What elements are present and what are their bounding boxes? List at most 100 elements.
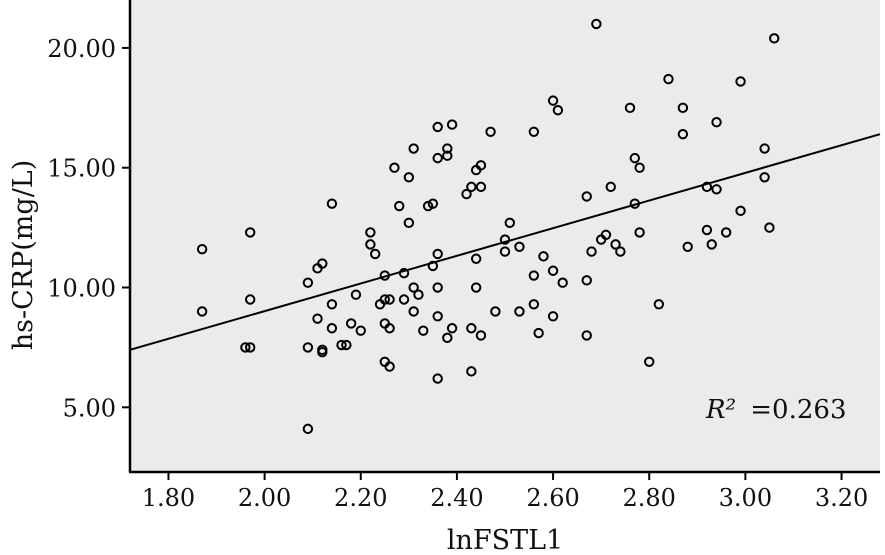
x-tick-label: 3.20	[815, 484, 868, 512]
r-squared-symbol: R²	[705, 395, 736, 425]
data-point	[470, 253, 482, 264]
data-point	[499, 246, 511, 257]
data-point	[547, 311, 559, 322]
data-point	[735, 76, 746, 87]
data-point	[355, 325, 366, 336]
x-axis-title: lnFSTL1	[447, 525, 563, 555]
data-point	[326, 299, 338, 310]
data-point	[600, 229, 612, 241]
data-point	[446, 119, 458, 130]
data-point	[610, 239, 621, 250]
x-tick-label: 1.80	[142, 484, 195, 512]
data-point	[706, 239, 717, 250]
data-point	[711, 116, 722, 128]
data-point	[634, 162, 645, 173]
data-point	[514, 241, 525, 252]
data-point	[432, 248, 443, 260]
data-point	[470, 282, 482, 293]
data-point	[384, 294, 395, 305]
data-point	[475, 330, 487, 341]
data-point	[442, 150, 453, 161]
data-point	[677, 102, 689, 114]
data-point	[701, 181, 713, 193]
data-point	[605, 181, 616, 193]
data-point	[735, 205, 746, 217]
data-point	[379, 294, 391, 305]
data-point	[446, 323, 458, 334]
data-point	[499, 234, 511, 245]
data-point	[398, 294, 410, 305]
data-point	[504, 217, 516, 229]
r-squared-value: =0.263	[750, 395, 846, 425]
y-tick-label: 10.00	[47, 275, 116, 303]
x-tick-label: 2.40	[430, 484, 483, 512]
data-point	[341, 339, 352, 351]
data-point	[302, 277, 314, 288]
data-point	[408, 282, 419, 293]
data-point	[350, 289, 362, 300]
data-point	[547, 95, 559, 106]
data-point	[394, 200, 405, 212]
data-point	[403, 172, 415, 183]
data-point	[514, 306, 525, 317]
data-point	[581, 275, 592, 286]
data-point	[682, 241, 693, 252]
data-point	[629, 152, 641, 164]
data-point	[634, 227, 645, 238]
data-point	[244, 342, 256, 353]
y-axis-title: hs-CRP(mg/L)	[8, 160, 39, 351]
data-point	[365, 239, 376, 250]
data-point	[644, 356, 655, 367]
data-point	[432, 152, 443, 164]
data-point	[244, 294, 256, 305]
data-point	[557, 277, 568, 288]
y-tick-label: 15.00	[47, 155, 116, 183]
data-point	[533, 327, 544, 339]
y-tick-label: 20.00	[47, 35, 116, 63]
x-axis-ticks: 1.80 2.00 2.20 2.40 2.60 2.80 3.00 3.20	[142, 472, 868, 512]
data-point	[326, 198, 338, 209]
x-tick-label: 2.60	[526, 484, 579, 512]
data-point	[389, 162, 400, 173]
data-point	[196, 306, 208, 317]
data-point	[663, 73, 674, 85]
data-point	[677, 128, 689, 140]
regression-line	[129, 133, 881, 351]
data-point	[475, 160, 487, 171]
data-point	[759, 143, 770, 154]
data-point	[302, 423, 314, 435]
data-point	[365, 227, 376, 238]
data-point	[528, 126, 540, 137]
data-point	[432, 282, 443, 293]
data-point	[408, 306, 419, 317]
data-point	[764, 222, 775, 233]
data-point	[538, 251, 549, 262]
data-point	[302, 342, 314, 353]
data-point	[326, 323, 338, 334]
x-tick-label: 2.20	[334, 484, 387, 512]
data-point	[490, 306, 501, 317]
data-point	[413, 289, 424, 300]
data-point	[581, 191, 592, 202]
data-point	[591, 18, 602, 30]
data-point	[196, 243, 208, 255]
data-point	[485, 126, 496, 137]
data-point	[475, 181, 487, 193]
data-point	[466, 366, 477, 377]
data-point	[384, 323, 395, 334]
data-point	[432, 311, 443, 322]
data-point	[552, 105, 564, 116]
data-point	[244, 227, 256, 238]
data-point	[615, 246, 626, 257]
data-points	[196, 18, 780, 435]
data-point	[408, 143, 419, 154]
data-point	[528, 299, 540, 310]
data-point	[711, 184, 722, 195]
data-point	[336, 339, 347, 351]
data-point	[418, 325, 429, 336]
data-point	[240, 342, 251, 353]
data-point	[384, 361, 395, 372]
data-point	[769, 33, 780, 44]
data-point	[442, 332, 453, 344]
